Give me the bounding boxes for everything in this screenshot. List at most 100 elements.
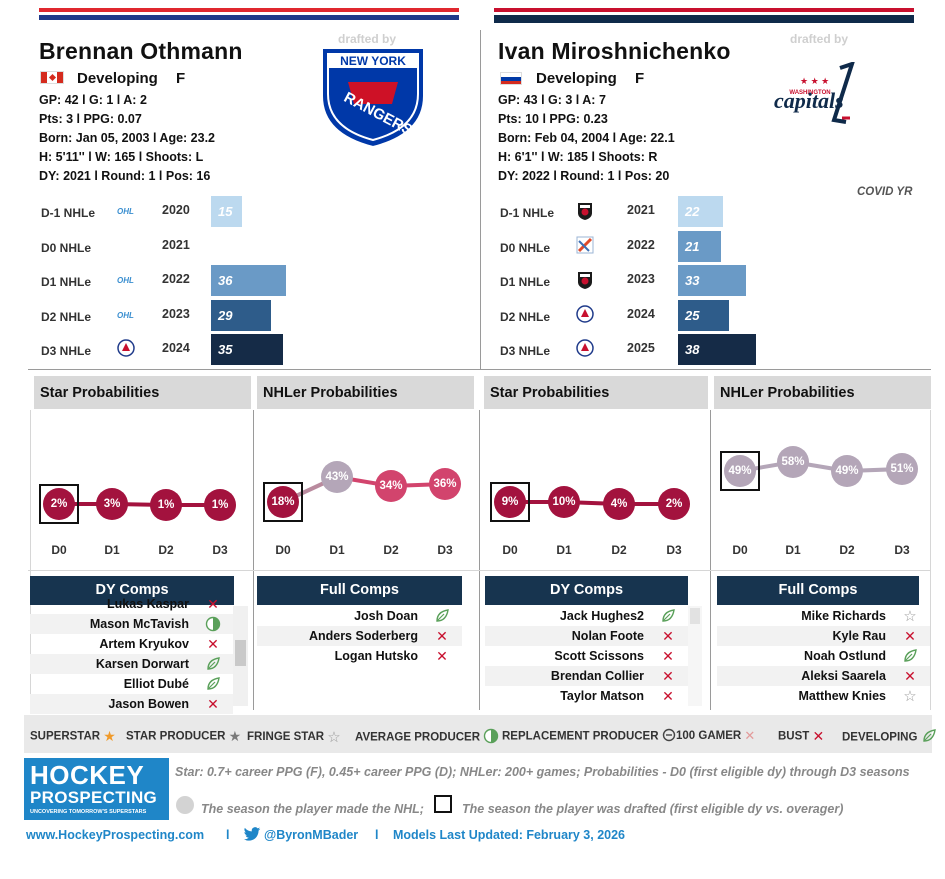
right-full-comps-row[interactable]: Kyle Rau ✕ (717, 626, 930, 646)
right-nhler-x-label: D3 (894, 543, 910, 557)
panel-divider-3 (710, 410, 711, 710)
legend-item-fringe: FRINGE STAR ☆ (247, 728, 341, 746)
left-nhler-x-label: D3 (437, 543, 453, 557)
right-dy-comps-scrollbar[interactable] (688, 606, 702, 706)
twitter-handle-link[interactable]: @ByronMBader (264, 828, 359, 842)
comp-bust-icon: ✕ (662, 628, 674, 644)
comp-player-name: Taylor Matson (560, 689, 644, 703)
legend-bar: SUPERSTAR ★ STAR PRODUCER ★ FRINGE STAR ☆ A… (24, 715, 936, 753)
right-star-point: 4% (603, 488, 635, 520)
nhl-season-dot-icon (176, 796, 194, 814)
comp-bust-icon: ✕ (662, 648, 674, 664)
hockey-prospecting-logo: HOCKEY PROSPECTING UNCOVERING TOMORROW'S… (24, 758, 169, 820)
right-full-comps-row[interactable]: Noah Ostlund (717, 646, 930, 666)
ahl-logo-icon (117, 339, 135, 357)
left-dy-comps-header: DY Comps (30, 576, 234, 605)
left-dy-comps-row[interactable]: Jason Bowen ✕ (30, 694, 233, 714)
vhl-logo-icon (576, 236, 594, 254)
left-dy-comps-row[interactable]: Mason McTavish (30, 614, 233, 634)
ahl-logo-icon (576, 305, 594, 323)
right-player-status: Developing (536, 70, 617, 87)
footer-nhl-season-note: The season the player made the NHL; (201, 802, 424, 816)
right-nhler-point: 58% (777, 446, 809, 478)
left-stat-line-1: GP: 42 l G: 1 l A: 2 (39, 93, 147, 107)
left-star-point: 3% (96, 488, 128, 520)
left-dy-comps-row[interactable]: Karsen Dorwart (30, 654, 233, 674)
comp-player-name: Kyle Rau (832, 629, 887, 643)
comp-bust-icon: ✕ (436, 628, 448, 644)
right-nhle-label: D1 NHLe (500, 275, 551, 289)
panel-divider-1 (253, 410, 254, 710)
legend-item-bust: BUST ✕ (778, 728, 824, 745)
legend-label: FRINGE STAR (247, 731, 328, 744)
right-nhler-point: 49% (724, 455, 756, 487)
right-color-stripe (494, 8, 914, 23)
left-star-drafted-box (39, 484, 79, 524)
right-stat-line-3: Born: Feb 04, 2004 l Age: 22.1 (498, 131, 675, 145)
mhl-logo-icon (578, 272, 592, 289)
right-full-comps-row[interactable]: Mike Richards ☆ (717, 606, 930, 626)
left-dy-comps-row[interactable]: Artem Kryukov ✕ (30, 634, 233, 654)
right-nhler-x-label: D2 (839, 543, 855, 557)
comp-developing-icon (436, 609, 449, 622)
left-player-name: Brennan Othmann (39, 38, 243, 64)
left-dy-comps-row[interactable]: Lukas Kaspar ✕ (30, 594, 233, 614)
left-stat-line-4: H: 5'11'' l W: 165 l Shoots: L (39, 150, 204, 164)
legend-item-developing: DEVELOPING (842, 728, 937, 747)
left-star-prob-header: Star Probabilities (34, 376, 251, 409)
right-dy-comps-row[interactable]: Nolan Foote ✕ (485, 626, 688, 646)
right-player-position: F (635, 70, 645, 87)
left-dy-comps-clip (30, 594, 234, 606)
right-dy-comps-row[interactable]: Taylor Matson ✕ (485, 686, 688, 706)
right-league-logo (576, 201, 594, 226)
logo-line-2: PROSPECTING (30, 788, 158, 807)
comp-developing-icon (662, 609, 675, 622)
right-drafted-by: drafted by (790, 32, 849, 46)
left-nhle-value: 15 (218, 204, 233, 219)
section-divider-mid (28, 570, 931, 571)
right-nhler-point: 51% (886, 453, 918, 485)
right-star-x-label: D2 (611, 543, 627, 557)
right-nhle-value: 38 (685, 342, 700, 357)
right-stat-line-5: DY: 2022 l Round: 1 l Pos: 20 (498, 169, 670, 183)
comp-player-name: Elliot Dubé (123, 677, 189, 691)
left-dy-comps-row[interactable]: Elliot Dubé (30, 674, 233, 694)
right-nhle-label: D0 NHLe (500, 241, 551, 255)
right-league-logo (576, 236, 594, 259)
legend-item-gamer: 100 GAMER ✕ (676, 728, 755, 744)
right-nhle-bar: 21 (678, 231, 721, 262)
left-nhler-x-label: D2 (383, 543, 399, 557)
website-link[interactable]: www.HockeyProspecting.com (26, 828, 205, 842)
svg-text:★ ★ ★: ★ ★ ★ (800, 76, 829, 86)
left-full-comps-row[interactable]: Anders Soderberg ✕ (257, 626, 462, 646)
capitals-logo-main-text: capitals (774, 88, 844, 113)
panel-divider-right-edge (930, 410, 931, 710)
legend-label: BUST (778, 730, 813, 743)
left-nhle-year: 2022 (162, 272, 190, 286)
right-star-x-label: D0 (502, 543, 518, 557)
left-nhle-value: 35 (218, 342, 233, 357)
left-dy-comps-scrollbar[interactable] (233, 606, 248, 706)
right-dy-comps-row[interactable]: Jack Hughes2 (485, 606, 688, 626)
left-full-comps-row[interactable]: Logan Hutsko ✕ (257, 646, 462, 666)
right-nhle-year: 2022 (627, 238, 655, 252)
left-full-comps-row[interactable]: Josh Doan (257, 606, 462, 626)
twitter-icon (243, 827, 261, 845)
legend-label: DEVELOPING (842, 731, 921, 744)
right-full-comps-row[interactable]: Matthew Knies ☆ (717, 686, 930, 706)
comp-player-name: Jason Bowen (108, 697, 189, 711)
legend-gamer-icon: ✕ (744, 728, 756, 743)
right-nhle-value: 33 (685, 273, 700, 288)
right-nhler-x-label: D1 (785, 543, 801, 557)
right-full-comps-row[interactable]: Aleksi Saarela ✕ (717, 666, 930, 686)
left-color-stripe (39, 8, 459, 20)
left-stat-line-5: DY: 2021 l Round: 1 l Pos: 16 (39, 169, 211, 183)
right-dy-comps-row[interactable]: Scott Scissons ✕ (485, 646, 688, 666)
right-nhler-prob-header: NHLer Probabilities (714, 376, 931, 409)
right-dy-comps-row[interactable]: Brendan Collier ✕ (485, 666, 688, 686)
footer-separator-1: l (226, 828, 230, 842)
left-star-x-label: D0 (51, 543, 67, 557)
right-nhle-year: 2023 (627, 272, 655, 286)
right-full-comps-header: Full Comps (717, 576, 919, 605)
footer-drafted-season-note: The season the player was drafted (first… (462, 802, 844, 816)
